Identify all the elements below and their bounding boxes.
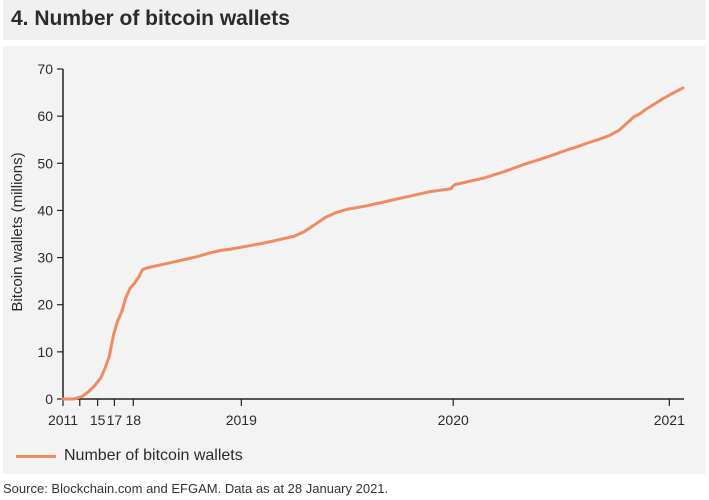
x-tick-label-2019: 2019 (226, 412, 257, 428)
plot-panel (3, 46, 706, 474)
x-tick-label-2020: 2020 (438, 412, 469, 428)
legend-swatch (16, 454, 56, 458)
x-tick-label-2021: 2021 (654, 412, 685, 428)
y-tick-label-0: 0 (45, 391, 53, 407)
y-tick-label-60: 60 (37, 108, 53, 124)
title-bar: 4. Number of bitcoin wallets (3, 0, 706, 40)
y-axis-label: Bitcoin wallets (millions) (9, 152, 26, 311)
y-tick-label-40: 40 (37, 202, 53, 218)
series-line-bitcoin-wallets (61, 86, 685, 401)
legend-label: Number of bitcoin wallets (64, 447, 243, 464)
source-note: Source: Blockchain.com and EFGAM. Data a… (3, 481, 389, 496)
x-tick-label-17: 17 (107, 412, 123, 428)
legend: Number of bitcoin wallets (16, 447, 243, 465)
y-tick-label-30: 30 (37, 250, 53, 266)
y-tick-label-50: 50 (37, 155, 53, 171)
x-ticks: 2011 15 17 18 2019 2020 2021 (48, 399, 685, 428)
y-tick-label-20: 20 (37, 297, 53, 313)
y-ticks: 0 10 20 30 40 50 60 70 (37, 61, 63, 407)
y-tick-label-10: 10 (37, 344, 53, 360)
y-tick-label-70: 70 (37, 61, 53, 77)
x-tick-label-2011: 2011 (48, 412, 78, 428)
chart-title: 4. Number of bitcoin wallets (11, 7, 290, 30)
x-tick-label-15: 15 (90, 412, 106, 428)
x-tick-label-18: 18 (125, 412, 141, 428)
